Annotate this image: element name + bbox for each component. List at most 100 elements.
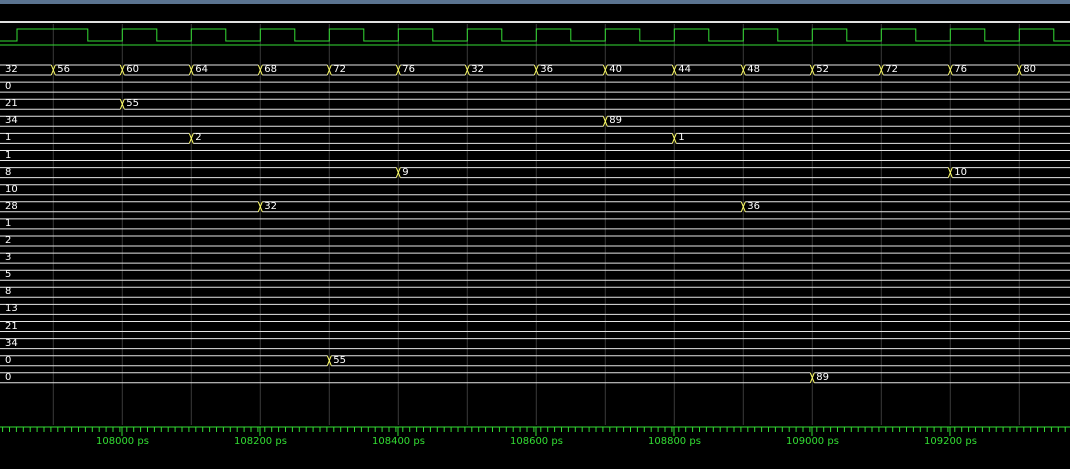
bus-value: 2 [195,132,202,144]
bus-value: 36 [540,64,554,75]
bus-transition [533,64,539,76]
bus-value: 55 [126,98,140,110]
bus-value: 10 [5,183,18,195]
grid-lines [52,24,1020,425]
bus-value: 8 [5,286,12,298]
window-top-border [0,0,1070,4]
bus-signal[interactable] [0,338,1070,350]
bus-value: 1 [5,132,12,144]
bus-value: 76 [402,64,416,75]
time-tick-label: 108600 ps [510,436,563,447]
bus-value: 0 [5,81,12,93]
bus-value: 89 [816,371,830,383]
waveform-header-divider [0,21,1070,23]
bus-value: 8 [5,166,12,178]
bus-signal[interactable] [0,167,1070,179]
bus-signal[interactable] [0,355,1070,367]
bus-transition [257,64,263,76]
bus-value: 13 [5,303,18,315]
clock-waveform[interactable] [0,28,1070,42]
bus-transition [947,167,953,178]
bus-transition [326,355,332,366]
bus-transition [602,116,608,127]
bus-transition [257,201,263,212]
bus-transition [464,64,470,76]
bus-transition [740,64,746,76]
bus-transition [119,99,125,110]
bus-value: 32 [264,200,278,212]
bus-signal[interactable] [0,201,1070,213]
bus-value: 1 [678,132,685,144]
bus-transition [188,133,194,144]
bus-signal[interactable] [0,269,1070,281]
bus-signal[interactable] [0,184,1070,196]
time-tick-label: 108400 ps [372,436,425,447]
bus-value: 28 [5,200,18,212]
bus-signal[interactable] [0,321,1070,332]
bus-value: 32 [471,64,485,75]
bus-value: 44 [678,64,692,75]
bus-value: 10 [954,166,968,178]
bus-transition [119,64,125,76]
bus-value: 36 [747,200,761,212]
bus-transition [809,64,815,76]
bus-transition [809,372,815,383]
bus-transition [878,64,884,76]
bus-signal[interactable] [0,252,1070,264]
bus-transition [947,64,953,76]
bus-transition [50,64,56,76]
time-tick-label: 109000 ps [786,436,839,447]
bus-value: 52 [816,64,830,75]
ruler-ticks [0,426,1070,436]
bus-value: 68 [264,64,278,75]
bus-transition [602,64,608,76]
bus-value: 34 [5,337,18,349]
bus-value: 1 [5,149,12,161]
bus-value: 40 [609,64,623,75]
bus-signal[interactable] [0,303,1070,315]
bus-value: 72 [885,64,899,75]
time-ruler[interactable] [0,425,1070,465]
bus-signal[interactable] [0,372,1070,384]
bus-signal[interactable] [0,286,1070,298]
bus-value: 2 [5,235,12,246]
bus-value: 76 [954,64,968,75]
bus-signal[interactable] [0,81,1070,93]
bus-value: 48 [747,64,761,75]
bus-value: 64 [195,64,209,75]
time-tick-label: 108000 ps [96,436,149,447]
bus-transition [395,64,401,76]
bus-value: 80 [1023,64,1037,75]
bus-signal[interactable] [0,64,1070,76]
bus-value: 0 [5,371,12,383]
bus-transition [740,201,746,212]
bus-signal[interactable] [0,150,1070,161]
bus-value: 56 [57,64,71,75]
bus-transition [395,167,401,178]
time-tick-label: 108200 ps [234,436,287,447]
bus-transition [671,133,677,144]
bus-signal[interactable] [0,98,1070,110]
bus-signal[interactable] [0,218,1070,230]
bus-value: 89 [609,115,623,127]
bus-transition [326,64,332,76]
time-tick-label: 108800 ps [648,436,701,447]
bus-value: 5 [5,269,12,281]
bus-value: 21 [5,320,18,332]
bus-value: 0 [5,354,12,366]
bus-signal[interactable] [0,115,1070,127]
bus-value: 3 [5,252,12,264]
bus-value: 55 [333,354,347,366]
bus-value: 9 [402,166,409,178]
bus-transition [671,64,677,76]
bus-value: 1 [5,217,12,229]
bus-value: 21 [5,98,18,110]
bus-transition [188,64,194,76]
bus-signal[interactable] [0,132,1070,144]
bus-signal[interactable] [0,235,1070,247]
bus-value: 72 [333,64,347,75]
bus-transition [1016,64,1022,76]
time-tick-label: 109200 ps [924,436,977,447]
